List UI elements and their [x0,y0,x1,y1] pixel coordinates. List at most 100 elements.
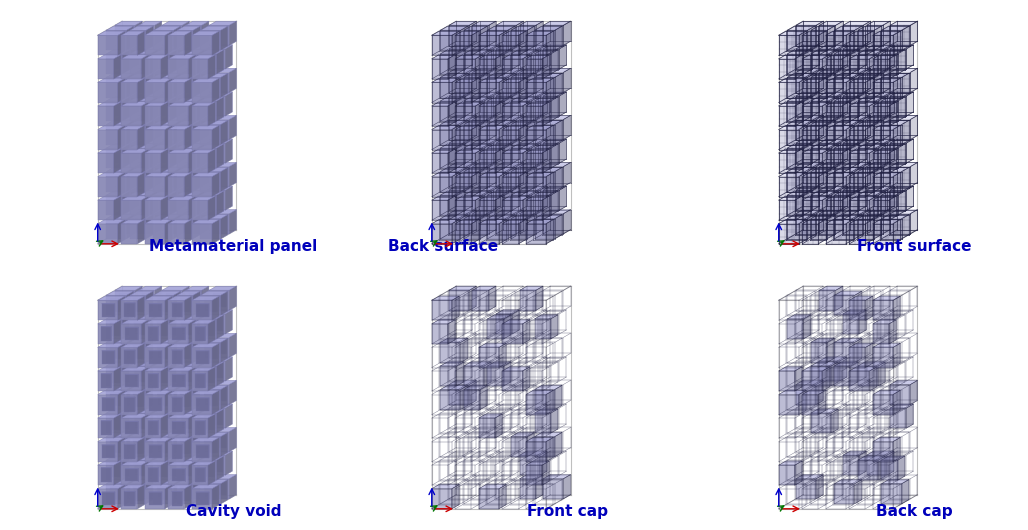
Polygon shape [452,31,460,56]
Polygon shape [126,215,134,239]
Polygon shape [98,102,121,106]
Polygon shape [106,338,134,342]
Polygon shape [131,45,138,69]
Polygon shape [906,186,914,210]
Polygon shape [850,144,857,168]
Polygon shape [546,125,553,149]
Polygon shape [492,45,500,69]
Polygon shape [119,435,132,448]
Polygon shape [440,167,468,172]
Polygon shape [201,381,209,405]
Polygon shape [473,143,492,163]
Polygon shape [138,484,145,509]
Polygon shape [850,50,857,74]
Polygon shape [799,390,806,414]
Polygon shape [796,96,812,116]
Polygon shape [206,186,213,210]
Polygon shape [209,96,225,116]
Polygon shape [217,456,224,480]
Polygon shape [200,219,221,239]
Polygon shape [536,116,543,140]
Polygon shape [174,432,181,457]
Polygon shape [161,96,178,116]
Polygon shape [142,435,152,449]
Polygon shape [480,167,487,192]
Polygon shape [480,73,487,98]
Polygon shape [122,409,130,433]
Polygon shape [464,144,491,148]
Polygon shape [448,102,455,126]
Polygon shape [886,451,894,475]
Polygon shape [526,224,546,244]
Polygon shape [160,102,169,126]
Polygon shape [177,125,193,145]
Polygon shape [825,224,846,244]
Polygon shape [449,45,472,49]
Polygon shape [130,73,153,77]
Polygon shape [487,125,508,145]
Polygon shape [494,102,503,126]
Polygon shape [98,149,121,153]
Polygon shape [779,394,799,414]
Polygon shape [130,480,153,484]
Polygon shape [535,148,551,168]
Polygon shape [811,30,827,50]
Polygon shape [831,362,838,386]
Polygon shape [484,362,491,386]
Polygon shape [212,219,219,244]
Polygon shape [867,455,886,475]
Polygon shape [158,357,166,381]
Polygon shape [177,366,197,386]
Polygon shape [787,101,803,121]
Polygon shape [449,143,465,163]
Polygon shape [225,186,232,210]
Polygon shape [141,102,149,126]
Polygon shape [526,36,546,56]
Polygon shape [153,125,174,145]
Polygon shape [185,408,206,428]
Polygon shape [177,315,205,319]
Polygon shape [115,49,131,69]
Polygon shape [217,315,224,339]
Polygon shape [200,366,217,386]
Polygon shape [188,414,195,438]
Polygon shape [787,73,815,77]
Polygon shape [131,310,138,334]
Polygon shape [146,480,153,504]
Polygon shape [825,59,842,79]
Polygon shape [121,414,149,418]
Polygon shape [543,49,559,69]
Polygon shape [169,129,184,149]
Polygon shape [511,144,539,148]
Polygon shape [867,92,894,96]
Polygon shape [178,357,185,381]
Polygon shape [479,82,499,102]
Polygon shape [118,219,125,244]
Polygon shape [166,411,176,425]
Polygon shape [182,21,189,46]
Polygon shape [158,139,166,163]
Polygon shape [200,460,217,480]
Polygon shape [145,176,164,197]
Polygon shape [106,366,122,386]
Polygon shape [161,21,189,25]
Polygon shape [139,314,158,334]
Polygon shape [448,55,455,79]
Polygon shape [472,172,479,197]
Polygon shape [816,116,823,140]
Polygon shape [160,196,169,220]
Polygon shape [149,492,161,505]
Polygon shape [133,345,143,359]
Polygon shape [867,190,886,210]
Polygon shape [873,129,893,149]
Polygon shape [182,428,189,452]
Polygon shape [130,484,146,504]
Polygon shape [153,73,181,77]
Polygon shape [212,78,219,102]
Polygon shape [209,338,229,358]
Polygon shape [807,26,815,50]
Polygon shape [432,82,452,102]
Polygon shape [893,31,901,56]
Polygon shape [122,456,130,480]
Polygon shape [141,367,149,391]
